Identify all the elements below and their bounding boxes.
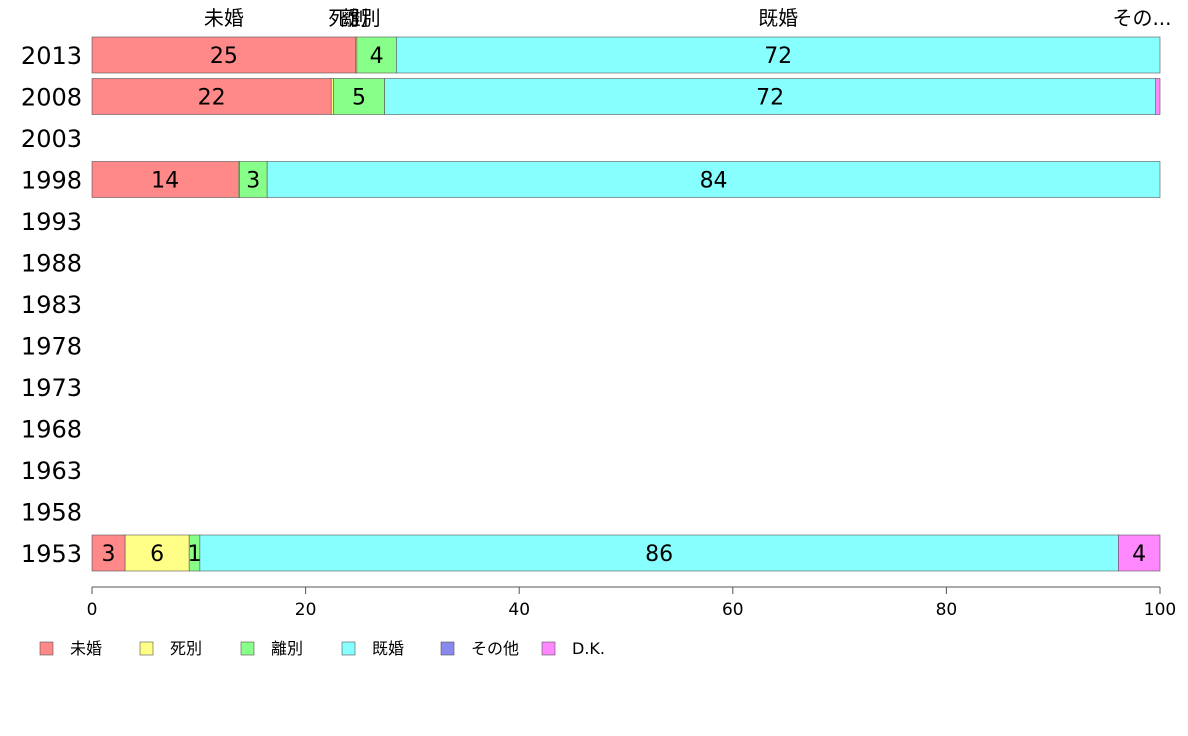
bar-segment-2013-0 xyxy=(91,36,357,74)
legend-label-4: その他 xyxy=(471,639,519,658)
year-label-2013: 2013 xyxy=(21,42,82,70)
year-label-1978: 1978 xyxy=(21,333,82,361)
legend-swatch-0 xyxy=(39,641,54,656)
x-tick-label-20: 20 xyxy=(295,600,317,620)
legend-swatch-5 xyxy=(541,641,556,656)
data-label-1998-3: 84 xyxy=(700,169,728,194)
data-label-2013-0: 25 xyxy=(210,44,238,69)
year-label-2008: 2008 xyxy=(21,84,82,112)
data-label-2013-3: 72 xyxy=(764,44,792,69)
year-label-1983: 1983 xyxy=(21,291,82,319)
bars: 25 4 72 22 5 72 14 3 84 3 6 1 86 4 xyxy=(91,36,1161,572)
legend-label-3: 既婚 xyxy=(372,639,404,658)
year-label-2003: 2003 xyxy=(21,125,82,153)
legend-label-2: 離別 xyxy=(271,639,303,658)
data-label-1998-2: 3 xyxy=(246,169,260,194)
year-label-1953: 1953 xyxy=(21,540,82,568)
legend-label-0: 未婚 xyxy=(70,639,102,658)
data-label-2013-2: 4 xyxy=(370,44,384,69)
bar-segment-2008-5 xyxy=(1155,78,1161,115)
year-label-1968: 1968 xyxy=(21,416,82,444)
year-label-1998: 1998 xyxy=(21,167,82,195)
x-tick-label-40: 40 xyxy=(508,600,530,620)
year-label-1963: 1963 xyxy=(21,457,82,485)
x-axis: 0 20 40 60 80 100 xyxy=(87,586,1176,620)
bar-segment-2008-3 xyxy=(384,78,1157,115)
bar-segment-2008-2 xyxy=(333,78,385,115)
data-label-2008-3: 72 xyxy=(756,86,784,111)
legend-label-1: 死別 xyxy=(170,639,202,658)
data-label-1953-3: 86 xyxy=(645,542,673,567)
year-label-1988: 1988 xyxy=(21,250,82,278)
x-tick-label-80: 80 xyxy=(936,600,958,620)
data-label-1953-0: 3 xyxy=(102,542,116,567)
data-label-1998-0: 14 xyxy=(151,169,179,194)
header-label-2: 離別 xyxy=(341,6,381,30)
bar-segment-1953-0 xyxy=(91,534,126,572)
bar-segment-1953-3 xyxy=(199,534,1119,572)
bar-segment-1998-2 xyxy=(239,161,268,198)
data-label-2008-0: 22 xyxy=(198,86,226,111)
header-label-0: 未婚 xyxy=(204,6,244,30)
bar-segment-2008-0 xyxy=(91,78,332,115)
legend: 未婚 死別 離別 既婚 その他 D.K. xyxy=(39,639,605,658)
x-tick-label-0: 0 xyxy=(87,600,98,620)
legend-swatch-3 xyxy=(341,641,356,656)
data-label-1953-2: 1 xyxy=(188,542,202,567)
bar-segment-1998-3 xyxy=(266,161,1161,198)
year-label-1993: 1993 xyxy=(21,208,82,236)
bar-segment-1998-0 xyxy=(91,161,239,198)
bar-segment-1953-1 xyxy=(124,534,190,572)
data-label-1953-5: 4 xyxy=(1132,542,1146,567)
bar-segment-1953-5 xyxy=(1118,534,1161,572)
header-label-1: 死別 xyxy=(328,6,368,30)
legend-swatch-1 xyxy=(139,641,154,656)
year-label-1958: 1958 xyxy=(21,499,82,527)
data-label-1953-1: 6 xyxy=(150,542,164,567)
data-label-2008-2: 5 xyxy=(352,86,366,111)
bar-segment-2008-1 xyxy=(330,78,334,115)
header-label-4: その... xyxy=(1112,6,1171,30)
x-tick-label-100: 100 xyxy=(1144,600,1176,620)
header-label-3: 既婚 xyxy=(758,6,798,30)
year-labels: 2013 2008 2003 1998 1993 1988 1983 1978 1973 1968… xyxy=(21,42,82,568)
x-tick-label-60: 60 xyxy=(722,600,744,620)
legend-swatch-4 xyxy=(440,641,455,656)
legend-label-5: D.K. xyxy=(572,639,605,658)
legend-swatch-2 xyxy=(240,641,255,656)
year-label-1973: 1973 xyxy=(21,374,82,402)
bar-segment-2013-3 xyxy=(396,36,1161,74)
